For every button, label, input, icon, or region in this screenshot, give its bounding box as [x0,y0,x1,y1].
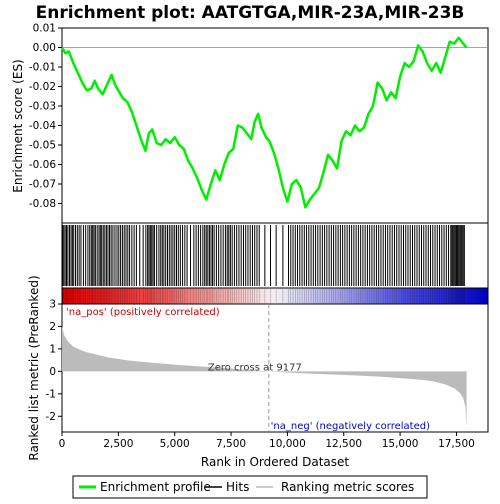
metric-y-tick-label: 1 [49,343,56,355]
es-y-tick-label: -0.01 [29,62,56,74]
es-y-axis: 0.01 0.00 -0.01 -0.02 -0.03 -0.04 -0.05 -0.06 -0… [29,23,62,210]
es-y-axis-label: Enrichment score (ES) [11,59,25,192]
enrichment-profile-line [60,36,468,209]
negative-correlation-label: 'na_neg' (negatively correlated) [271,421,430,432]
x-tick-label: 0 [59,438,66,450]
legend-label-ranking-metric: Ranking metric scores [281,480,414,494]
hits-markers [62,225,465,286]
es-y-tick-label: 0.00 [33,42,56,54]
metric-y-axis-label: Ranked list metric (PreRanked) [27,275,41,460]
x-tick-label: 12,500 [325,438,362,450]
zero-cross-label: Zero cross at 9177 [208,362,302,373]
metric-y-tick-label: 0 [49,366,56,378]
x-tick-label: 10,000 [269,438,306,450]
x-axis-label: Rank in Ordered Dataset [201,455,349,469]
legend-box [72,475,428,499]
metric-y-tick-label: -1 [46,388,56,400]
legend: Enrichment profile Hits Ranking metric s… [72,475,428,499]
x-tick-label: 17,500 [438,438,475,450]
es-y-tick-label: -0.02 [29,81,56,93]
es-y-tick-label: 0.01 [33,23,56,35]
metric-y-tick-label: 3 [49,299,56,311]
legend-label-hits: Hits [226,480,249,494]
x-tick-label: 2,500 [103,438,133,450]
es-y-tick-label: -0.04 [29,120,56,132]
legend-label-enrichment-profile: Enrichment profile [100,480,211,494]
es-y-tick-label: -0.05 [29,140,56,152]
es-panel-frame [61,27,489,224]
metric-y-tick-label: 2 [49,321,56,333]
es-y-tick-label: -0.06 [29,159,56,171]
x-tick-label: 7,500 [216,438,246,450]
es-y-tick-label: -0.07 [29,179,56,191]
metric-y-tick-label: -2 [46,411,56,423]
metric-y-axis: 3 2 1 0 -1 -2 [46,299,62,423]
x-axis: 0 2,500 5,000 7,500 10,000 12,500 15,000 17,500 [59,432,475,450]
x-tick-label: 15,000 [382,438,419,450]
x-tick-label: 5,000 [160,438,190,450]
positive-correlation-label: 'na_pos' (positively correlated) [66,307,220,318]
chart-title: Enrichment plot: AATGTGA,MIR-23A,MIR-23B [36,3,465,23]
es-y-tick-label: -0.03 [29,101,56,113]
es-y-tick-label: -0.08 [29,198,56,210]
rank-band-ticks [62,289,465,303]
